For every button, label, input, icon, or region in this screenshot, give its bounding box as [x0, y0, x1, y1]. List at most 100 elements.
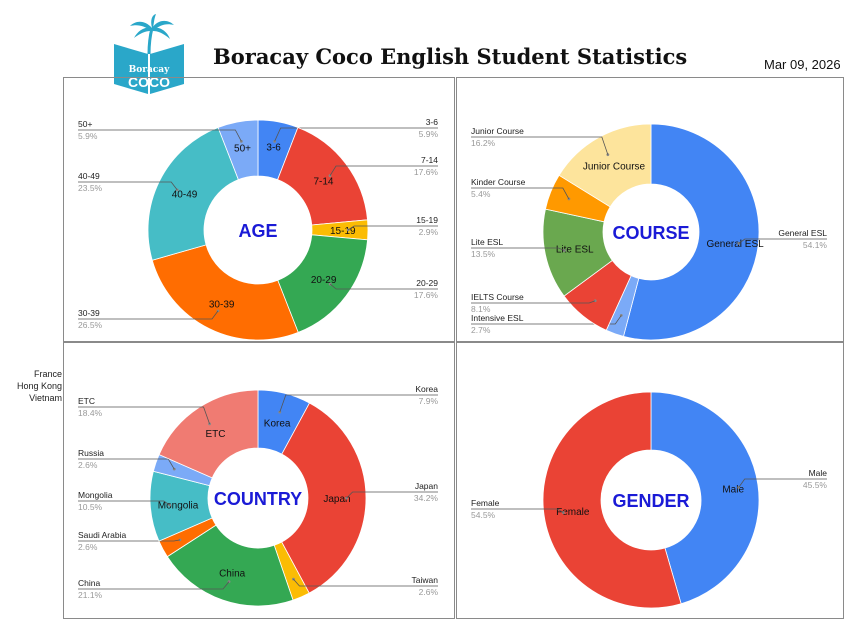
legend-label: Mongolia	[78, 490, 113, 500]
slice-40-49	[147, 126, 239, 261]
legend-label: China	[78, 578, 100, 588]
leader-line	[274, 127, 438, 142]
leader-line	[279, 394, 438, 413]
legend-label: 30-39	[78, 308, 100, 318]
leader-line	[471, 187, 570, 200]
legend-label: Taiwan	[412, 575, 439, 585]
slice-inner-label: ETC	[205, 429, 225, 440]
slice-inner-label: 40-49	[172, 190, 198, 201]
legend-percent: 45.5%	[803, 480, 828, 490]
legend-percent: 2.6%	[78, 542, 98, 552]
logo: Boracay COCO	[114, 14, 184, 94]
slice-inner-label: Mongolia	[158, 500, 199, 511]
legend-percent: 23.5%	[78, 183, 103, 193]
chart-center-label: AGE	[238, 221, 277, 241]
side-label: Hong Kong	[16, 381, 62, 391]
legend-percent: 54.5%	[471, 510, 496, 520]
country-chart-panel: Korea Korea 7.9% Japan Japan 34.2% Taiwan 2.6% C…	[63, 342, 455, 619]
gender-donut-chart: Male Male 45.5% Female Female 54.5% GENDER	[471, 391, 828, 609]
age-chart-panel: 3-6 3-6 5.9% 7-14 7-14 17.6% 15-19 15-19 2.9% 20-…	[63, 77, 455, 342]
leader-line	[329, 165, 438, 176]
leader-line	[471, 315, 622, 325]
leader-line	[329, 283, 438, 290]
logo-text-bottom: COCO	[128, 74, 170, 90]
leader-line	[347, 225, 438, 231]
legend-label: Intensive ESL	[471, 313, 524, 323]
legend-label: Kinder Course	[471, 177, 526, 187]
leader-line	[471, 508, 564, 513]
side-label: France	[33, 369, 62, 379]
slice-inner-label: 20-29	[311, 275, 337, 286]
slice-inner-label: 50+	[234, 143, 251, 154]
legend-percent: 54.1%	[803, 240, 828, 250]
side-country-labels: France Hong Kong Vietnam	[17, 368, 62, 404]
slice-inner-label: Male	[722, 484, 744, 495]
slice-inner-label: Japan	[323, 494, 350, 505]
legend-percent: 21.1%	[78, 590, 103, 600]
slice-china	[166, 524, 294, 607]
slice-30-39	[151, 244, 299, 341]
logo-text-top: Boracay	[129, 65, 170, 75]
legend-percent: 7.9%	[419, 396, 439, 406]
report-date: Mar 09, 2026	[764, 57, 841, 72]
leader-dot	[606, 153, 610, 157]
slice-general-esl	[622, 123, 760, 341]
slice-inner-label: General ESL	[706, 239, 764, 250]
legend-label: General ESL	[778, 228, 827, 238]
slice-inner-label: China	[219, 569, 246, 580]
chart-center-label: COUNTRY	[214, 489, 302, 509]
legend-label: Russia	[78, 448, 104, 458]
legend-label: Male	[809, 468, 828, 478]
leader-line	[471, 136, 609, 155]
slice-50	[217, 119, 259, 181]
palm-tree-icon	[130, 14, 174, 55]
slice-inner-label: Female	[556, 507, 590, 518]
legend-label: 7-14	[421, 155, 438, 165]
leader-line	[78, 129, 242, 142]
legend-percent: 17.6%	[414, 167, 439, 177]
slice-inner-label: Korea	[264, 419, 291, 430]
leader-line	[293, 578, 438, 587]
legend-percent: 8.1%	[471, 304, 491, 314]
slice-inner-label: 15-19	[330, 226, 356, 237]
legend-percent: 34.2%	[414, 493, 439, 503]
legend-label: IELTS Course	[471, 292, 524, 302]
leader-line	[78, 406, 210, 424]
legend-label: Junior Course	[471, 126, 524, 136]
slice-female	[542, 391, 682, 609]
legend-percent: 2.9%	[419, 227, 439, 237]
legend-label: Lite ESL	[471, 237, 503, 247]
slice-inner-label: 30-39	[209, 300, 235, 311]
slice-inner-label: 7-14	[313, 177, 333, 188]
slice-japan	[281, 402, 367, 594]
page-title: Boracay Coco English Student Statistics	[213, 44, 688, 69]
slice-inner-label: Lite ESL	[556, 244, 594, 255]
legend-percent: 10.5%	[78, 502, 103, 512]
book-icon	[114, 44, 184, 94]
slice-etc	[158, 389, 259, 479]
legend-label: Female	[471, 498, 500, 508]
leader-line	[78, 181, 178, 191]
country-donut-chart: Korea Korea 7.9% Japan Japan 34.2% Taiwan 2.6% C…	[78, 384, 439, 607]
course-chart-panel: General ESL General ESL 54.1% Intensive ESL…	[456, 77, 844, 342]
chart-center-label: GENDER	[612, 491, 689, 511]
slice-junior-course	[558, 123, 652, 208]
legend-label: 3-6	[426, 117, 439, 127]
legend-percent: 18.4%	[78, 408, 103, 418]
legend-percent: 5.4%	[471, 189, 491, 199]
legend-label: 40-49	[78, 171, 100, 181]
legend-percent: 2.7%	[471, 325, 491, 335]
leader-line	[471, 300, 596, 304]
gender-chart-panel: Male Male 45.5% Female Female 54.5% GENDER	[456, 342, 844, 619]
chart-center-label: COURSE	[612, 223, 689, 243]
legend-percent: 5.9%	[419, 129, 439, 139]
leader-line	[78, 581, 230, 590]
legend-percent: 2.6%	[419, 587, 439, 597]
legend-label: Japan	[415, 481, 438, 491]
legend-percent: 2.6%	[78, 460, 98, 470]
legend-percent: 13.5%	[471, 249, 496, 259]
leader-dot	[208, 422, 211, 426]
leader-line	[346, 491, 438, 499]
leader-line	[471, 247, 565, 251]
slice-inner-label: Junior Course	[583, 162, 646, 173]
